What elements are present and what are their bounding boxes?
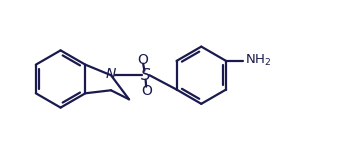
Text: S: S <box>141 68 150 83</box>
Text: NH$_2$: NH$_2$ <box>245 53 271 68</box>
Text: O: O <box>141 84 152 98</box>
Text: O: O <box>138 53 149 67</box>
Text: N: N <box>106 67 116 81</box>
